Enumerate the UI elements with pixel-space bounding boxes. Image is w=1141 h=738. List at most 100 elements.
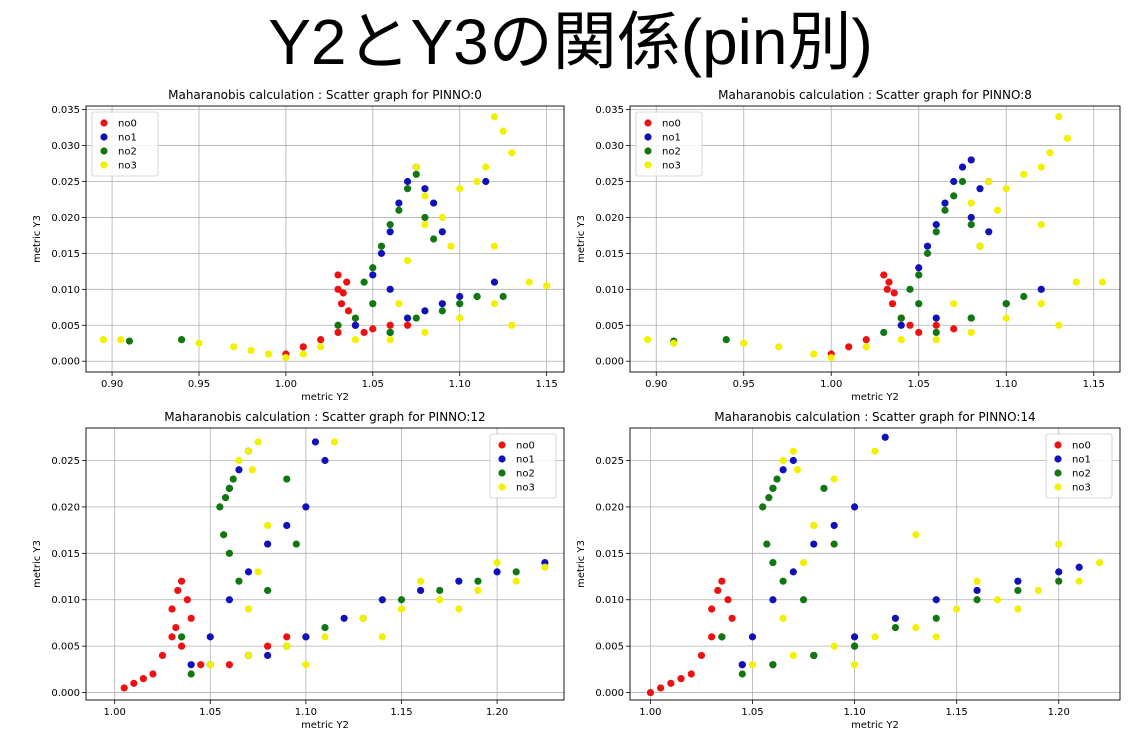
point-no2 bbox=[738, 670, 746, 678]
point-no3 bbox=[330, 438, 339, 446]
point-no3 bbox=[1055, 540, 1063, 548]
point-no3 bbox=[359, 614, 367, 622]
y-tick-label: 0.010 bbox=[595, 285, 624, 296]
point-no1 bbox=[351, 321, 360, 329]
point-no1 bbox=[738, 661, 746, 669]
point-no1 bbox=[264, 651, 272, 660]
point-no3 bbox=[850, 661, 859, 669]
legend-label-no3: no3 bbox=[118, 161, 137, 172]
legend-label-no0: no0 bbox=[118, 119, 137, 130]
point-no0 bbox=[657, 684, 665, 692]
point-no3 bbox=[436, 596, 444, 604]
point-no2 bbox=[765, 494, 773, 502]
point-no2 bbox=[412, 170, 420, 178]
point-no1 bbox=[915, 264, 923, 272]
legend-label-no3: no3 bbox=[516, 483, 535, 494]
point-no3 bbox=[299, 350, 307, 358]
point-no3 bbox=[1072, 278, 1080, 286]
point-no1 bbox=[967, 156, 975, 164]
point-no3 bbox=[932, 633, 940, 641]
point-no1 bbox=[438, 300, 446, 308]
point-no1 bbox=[206, 633, 214, 641]
point-no2 bbox=[220, 531, 228, 539]
point-no3 bbox=[244, 605, 253, 613]
point-no2 bbox=[369, 264, 377, 272]
axes-frame bbox=[629, 427, 1121, 701]
scatter-chart-pinno-0: Maharanobis calculation : Scatter graph … bbox=[32, 88, 565, 403]
point-no3 bbox=[508, 321, 516, 329]
point-no0 bbox=[178, 642, 186, 650]
point-no0 bbox=[344, 307, 353, 315]
legend-marker-no2 bbox=[498, 469, 506, 477]
point-no3 bbox=[525, 278, 533, 286]
point-no3 bbox=[264, 521, 272, 530]
point-no0 bbox=[724, 596, 732, 604]
y-tick-label: 0.000 bbox=[51, 357, 80, 368]
point-no3 bbox=[985, 177, 993, 186]
point-no2 bbox=[722, 336, 730, 344]
point-no1 bbox=[850, 503, 859, 511]
point-no2 bbox=[1055, 577, 1063, 585]
point-no3 bbox=[206, 661, 214, 669]
point-no3 bbox=[779, 614, 787, 622]
point-no3 bbox=[993, 596, 1002, 604]
point-no2 bbox=[915, 271, 923, 279]
chart-title: Maharanobis calculation : Scatter graph … bbox=[718, 88, 1032, 102]
legend-label-no0: no0 bbox=[662, 119, 681, 130]
point-no0 bbox=[149, 670, 157, 678]
point-no3 bbox=[830, 475, 838, 483]
point-no2 bbox=[397, 596, 406, 604]
point-no1 bbox=[283, 521, 291, 530]
point-no2 bbox=[932, 328, 940, 337]
y-tick-label: 0.015 bbox=[595, 549, 624, 560]
point-no1 bbox=[967, 213, 975, 222]
legend-label-no0: no0 bbox=[1072, 441, 1091, 452]
point-no3 bbox=[950, 300, 958, 308]
point-no2 bbox=[769, 661, 777, 669]
point-no1 bbox=[430, 199, 438, 207]
point-no2 bbox=[473, 292, 481, 301]
point-no0 bbox=[687, 670, 695, 678]
legend-label-no2: no2 bbox=[118, 147, 137, 158]
y-tick-label: 0.025 bbox=[51, 456, 80, 467]
point-no3 bbox=[976, 242, 984, 250]
legend-marker-no3 bbox=[100, 161, 108, 169]
point-no3 bbox=[417, 577, 425, 585]
point-no1 bbox=[378, 596, 386, 604]
point-no3 bbox=[397, 605, 406, 613]
points-layer bbox=[643, 113, 1107, 362]
point-no2 bbox=[1002, 300, 1010, 308]
y-tick-label: 0.005 bbox=[51, 321, 80, 332]
y-tick-label: 0.015 bbox=[51, 249, 80, 260]
point-no3 bbox=[283, 642, 291, 650]
points-layer bbox=[120, 438, 549, 692]
point-no2 bbox=[941, 206, 949, 214]
point-no0 bbox=[158, 651, 167, 660]
plot-area bbox=[630, 106, 1120, 372]
point-no2 bbox=[225, 549, 233, 557]
y-tick-label: 0.020 bbox=[51, 502, 80, 513]
point-no3 bbox=[99, 336, 107, 344]
x-tick-label: 1.10 bbox=[295, 707, 317, 718]
point-no3 bbox=[827, 354, 835, 362]
point-no2 bbox=[718, 633, 726, 641]
point-no2 bbox=[221, 494, 230, 502]
point-no2 bbox=[932, 228, 940, 236]
point-no2 bbox=[897, 314, 905, 322]
point-no1 bbox=[493, 568, 501, 576]
legend-marker-no3 bbox=[1054, 483, 1062, 491]
point-no3 bbox=[810, 521, 818, 530]
point-no0 bbox=[667, 679, 675, 687]
chart-title: Maharanobis calculation : Scatter graph … bbox=[164, 410, 485, 424]
point-no3 bbox=[456, 314, 464, 322]
point-no3 bbox=[421, 192, 429, 200]
point-no3 bbox=[244, 651, 253, 660]
point-no2 bbox=[950, 192, 958, 200]
point-no1 bbox=[1075, 563, 1083, 571]
point-no1 bbox=[769, 596, 777, 604]
point-no1 bbox=[941, 199, 949, 207]
point-no2 bbox=[512, 568, 520, 576]
y-tick-label: 0.030 bbox=[595, 141, 624, 152]
point-no0 bbox=[174, 586, 182, 595]
y-tick-label: 0.015 bbox=[51, 549, 80, 560]
